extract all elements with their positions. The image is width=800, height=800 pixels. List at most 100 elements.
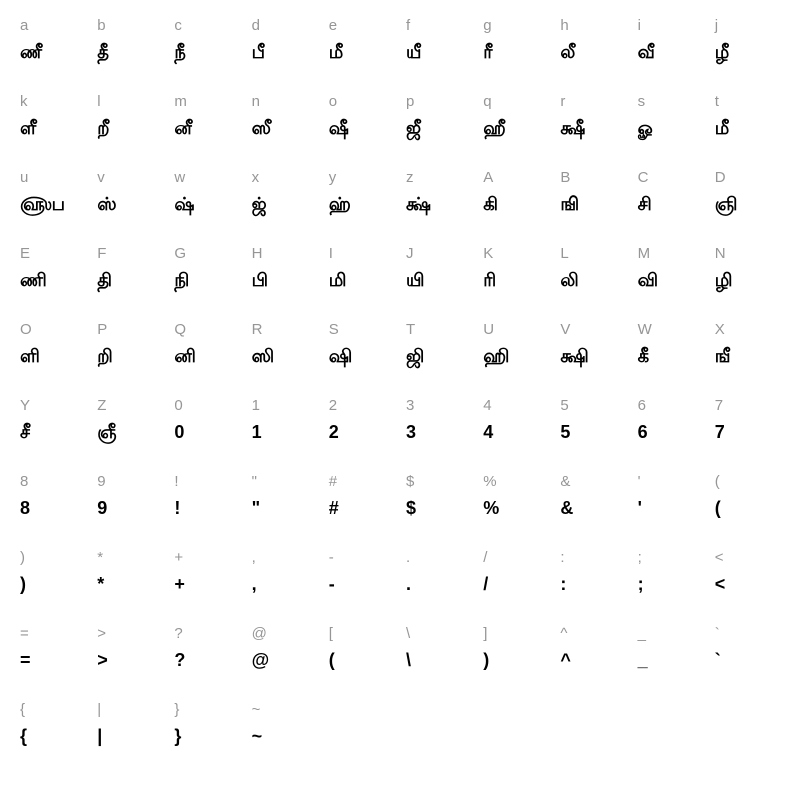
charmap-cell: jழீ xyxy=(709,18,786,94)
charmap-cell: Eணி xyxy=(14,246,91,322)
charmap-cell: cநீ xyxy=(168,18,245,94)
charmap-cell: Qனி xyxy=(168,322,245,398)
charmap-glyph: ரீ xyxy=(483,43,554,61)
charmap-glyph: வீ xyxy=(638,43,709,61)
charmap-cell: zக்ஷ் xyxy=(400,170,477,246)
charmap-key: | xyxy=(97,702,168,717)
charmap-key: ) xyxy=(20,550,91,565)
charmap-key: - xyxy=(329,550,400,565)
charmap-key: E xyxy=(20,246,91,261)
charmap-cell: \\ xyxy=(400,626,477,702)
charmap-key: g xyxy=(483,18,554,33)
charmap-glyph: க்ஷி xyxy=(560,347,631,365)
charmap-key: e xyxy=(329,18,400,33)
charmap-key: } xyxy=(174,702,245,717)
charmap-key: h xyxy=(560,18,631,33)
charmap-key: p xyxy=(406,94,477,109)
charmap-key: ; xyxy=(638,550,709,565)
charmap-cell: oஷீ xyxy=(323,94,400,170)
charmap-glyph: 1 xyxy=(252,423,323,441)
charmap-glyph: மீ xyxy=(329,43,400,61)
charmap-key: L xyxy=(560,246,631,261)
charmap-glyph: % xyxy=(483,499,554,517)
charmap-key: d xyxy=(252,18,323,33)
charmap-key: V xyxy=(560,322,631,337)
charmap-cell: G நி xyxy=(168,246,245,322)
charmap-cell: 33 xyxy=(400,398,477,474)
charmap-cell: vஸ் xyxy=(91,170,168,246)
charmap-glyph: ஷி xyxy=(329,347,400,365)
charmap-key: : xyxy=(560,550,631,565)
charmap-cell: !! xyxy=(168,474,245,550)
charmap-cell: sௐ xyxy=(632,94,709,170)
charmap-cell: `` xyxy=(709,626,786,702)
charmap-cell: iவீ xyxy=(632,18,709,94)
charmap-cell: xஜ் xyxy=(246,170,323,246)
charmap-glyph: லி xyxy=(560,271,631,289)
charmap-glyph: { xyxy=(20,727,91,745)
charmap-key: l xyxy=(97,94,168,109)
charmap-glyph: தீ xyxy=(97,43,168,61)
character-map-grid: aணீbதீcநீdபீeமீfயீgரீhலீiவீjழீkளீlறீmனீn… xyxy=(14,18,786,778)
charmap-glyph: ) xyxy=(483,651,554,669)
charmap-glyph: ~ xyxy=(252,727,323,745)
charmap-cell: ;; xyxy=(632,550,709,626)
charmap-key: 4 xyxy=(483,398,554,413)
charmap-cell: pஜீ xyxy=(400,94,477,170)
charmap-key: 2 xyxy=(329,398,400,413)
charmap-cell: (( xyxy=(709,474,786,550)
charmap-cell: 88 xyxy=(14,474,91,550)
charmap-cell: :: xyxy=(554,550,631,626)
charmap-glyph: ( xyxy=(329,651,400,669)
charmap-glyph: ஸ் xyxy=(97,195,168,213)
charmap-glyph: ஹி xyxy=(483,347,554,365)
charmap-glyph: ஙீ xyxy=(715,347,786,365)
charmap-glyph: } xyxy=(174,727,245,745)
charmap-key: I xyxy=(329,246,400,261)
charmap-key: G xyxy=(174,246,245,261)
charmap-key: * xyxy=(97,550,168,565)
charmap-cell: aணீ xyxy=(14,18,91,94)
charmap-key: > xyxy=(97,626,168,641)
charmap-cell: Iமி xyxy=(323,246,400,322)
charmap-key: O xyxy=(20,322,91,337)
charmap-cell: Oளி xyxy=(14,322,91,398)
charmap-cell: && xyxy=(554,474,631,550)
charmap-glyph: ஷ் xyxy=(174,195,245,213)
charmap-cell: Hபி xyxy=(246,246,323,322)
charmap-cell: kளீ xyxy=(14,94,91,170)
charmap-glyph: ` xyxy=(715,651,786,669)
charmap-glyph: நி xyxy=(174,271,245,289)
charmap-cell: g ரீ xyxy=(477,18,554,94)
charmap-key: n xyxy=(252,94,323,109)
charmap-glyph: ஙி xyxy=(560,195,631,213)
charmap-cell: ^^ xyxy=(554,626,631,702)
charmap-key: ] xyxy=(483,626,554,641)
charmap-key: y xyxy=(329,170,400,185)
charmap-cell: fயீ xyxy=(400,18,477,94)
charmap-glyph: 8 xyxy=(20,499,91,517)
charmap-key: K xyxy=(483,246,554,261)
charmap-cell: == xyxy=(14,626,91,702)
charmap-cell: Wகீ xyxy=(632,322,709,398)
charmap-key: , xyxy=(252,550,323,565)
charmap-glyph: ௵ப xyxy=(20,195,91,213)
charmap-cell: 22 xyxy=(323,398,400,474)
charmap-key: U xyxy=(483,322,554,337)
charmap-cell: e மீ xyxy=(323,18,400,94)
charmap-key: z xyxy=(406,170,477,185)
charmap-key: w xyxy=(174,170,245,185)
charmap-key: 7 xyxy=(715,398,786,413)
charmap-glyph: ' xyxy=(638,499,709,517)
charmap-cell: qஹீ xyxy=(477,94,554,170)
charmap-glyph: " xyxy=(252,499,323,517)
charmap-glyph: . xyxy=(406,575,477,593)
charmap-glyph: ஜி xyxy=(406,347,477,365)
charmap-glyph: ^ xyxy=(560,651,631,669)
charmap-glyph: ( xyxy=(715,499,786,517)
charmap-key: D xyxy=(715,170,786,185)
charmap-key: + xyxy=(174,550,245,565)
charmap-cell: @@ xyxy=(246,626,323,702)
charmap-cell: -- xyxy=(323,550,400,626)
charmap-glyph: பி xyxy=(252,271,323,289)
